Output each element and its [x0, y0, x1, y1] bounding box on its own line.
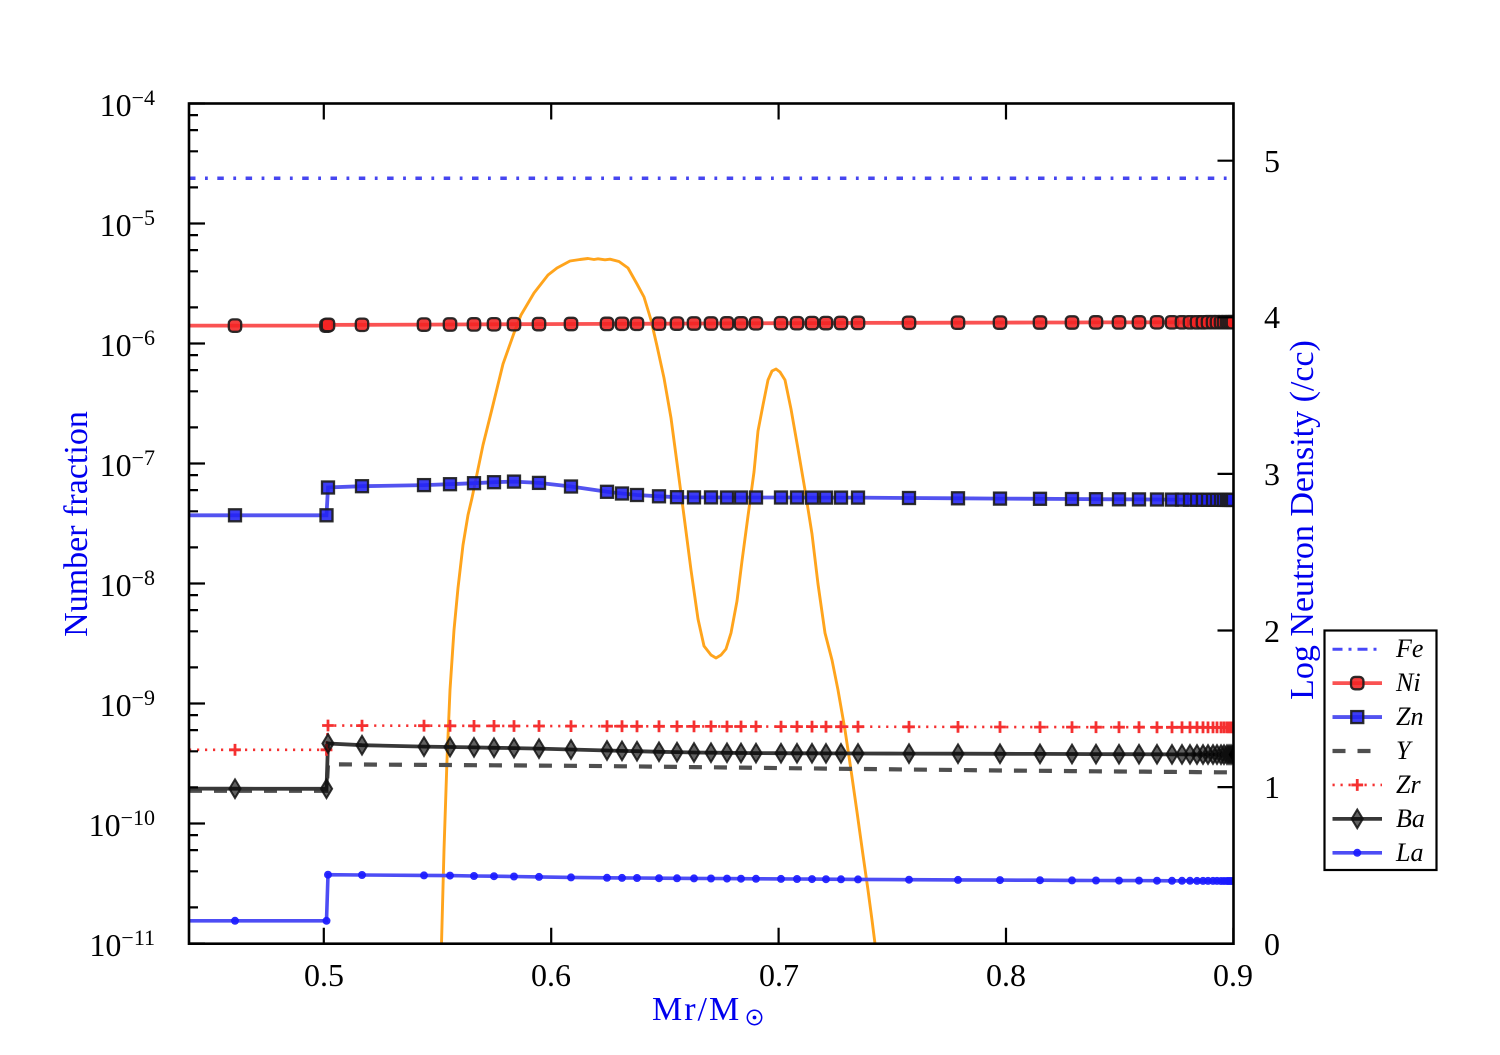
svg-text:Number fraction: Number fraction [58, 411, 95, 637]
svg-text:10−4: 10−4 [100, 85, 155, 123]
svg-text:Zn: Zn [1396, 702, 1423, 731]
svg-text:0.7: 0.7 [759, 957, 799, 993]
svg-text:0.8: 0.8 [986, 957, 1026, 993]
svg-text:3: 3 [1264, 456, 1280, 492]
svg-text:0.5: 0.5 [304, 957, 344, 993]
svg-text:2: 2 [1264, 613, 1280, 649]
svg-text:Fe: Fe [1395, 634, 1423, 663]
svg-text:0.6: 0.6 [531, 957, 571, 993]
svg-text:0.9: 0.9 [1213, 957, 1253, 993]
svg-text:Zr: Zr [1396, 770, 1421, 799]
svg-text:10−10: 10−10 [89, 805, 155, 843]
svg-text:Log Neutron Density (/cc): Log Neutron Density (/cc) [1284, 340, 1321, 700]
svg-text:1: 1 [1264, 769, 1280, 805]
svg-text:Ba: Ba [1396, 804, 1425, 833]
svg-text:Mr/M: Mr/M [652, 991, 741, 1028]
svg-text:Y: Y [1396, 736, 1413, 765]
svg-text:10−8: 10−8 [100, 565, 155, 603]
svg-text:5: 5 [1264, 143, 1280, 179]
svg-text:4: 4 [1264, 299, 1280, 335]
svg-text:La: La [1395, 838, 1423, 867]
svg-text:Ni: Ni [1395, 668, 1421, 697]
svg-text:0: 0 [1264, 926, 1280, 962]
